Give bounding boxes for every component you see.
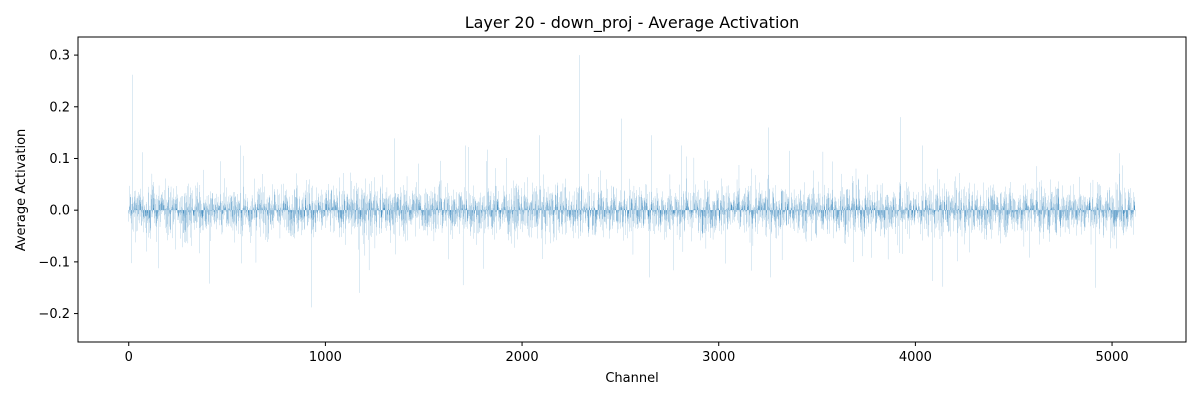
bars-group xyxy=(128,55,1136,308)
x-tick-label: 1000 xyxy=(309,350,342,365)
x-tick-label: 5000 xyxy=(1096,350,1129,365)
y-tick-label: 0.3 xyxy=(49,49,70,64)
y-tick-label: 0.1 xyxy=(49,152,70,167)
x-tick-label: 0 xyxy=(125,350,133,365)
plot-frame xyxy=(77,36,1187,343)
y-axis-label: Average Activation xyxy=(14,129,29,252)
activation-bars xyxy=(128,55,1136,308)
chart-title: Layer 20 - down_proj - Average Activatio… xyxy=(465,13,800,33)
x-tick-label: 2000 xyxy=(506,350,539,365)
y-tick-label: −0.2 xyxy=(38,307,70,322)
x-tick-label: 3000 xyxy=(702,350,735,365)
y-ticks: −0.2 −0.1 0.0 0.1 0.2 0.3 xyxy=(38,49,78,322)
y-tick-label: −0.1 xyxy=(38,255,70,270)
x-tick-label: 4000 xyxy=(899,350,932,365)
x-axis-label: Channel xyxy=(605,371,658,386)
x-ticks: 0 1000 2000 3000 4000 5000 xyxy=(125,342,1129,365)
y-tick-label: 0.2 xyxy=(49,100,70,115)
y-tick-label: 0.0 xyxy=(49,204,70,219)
